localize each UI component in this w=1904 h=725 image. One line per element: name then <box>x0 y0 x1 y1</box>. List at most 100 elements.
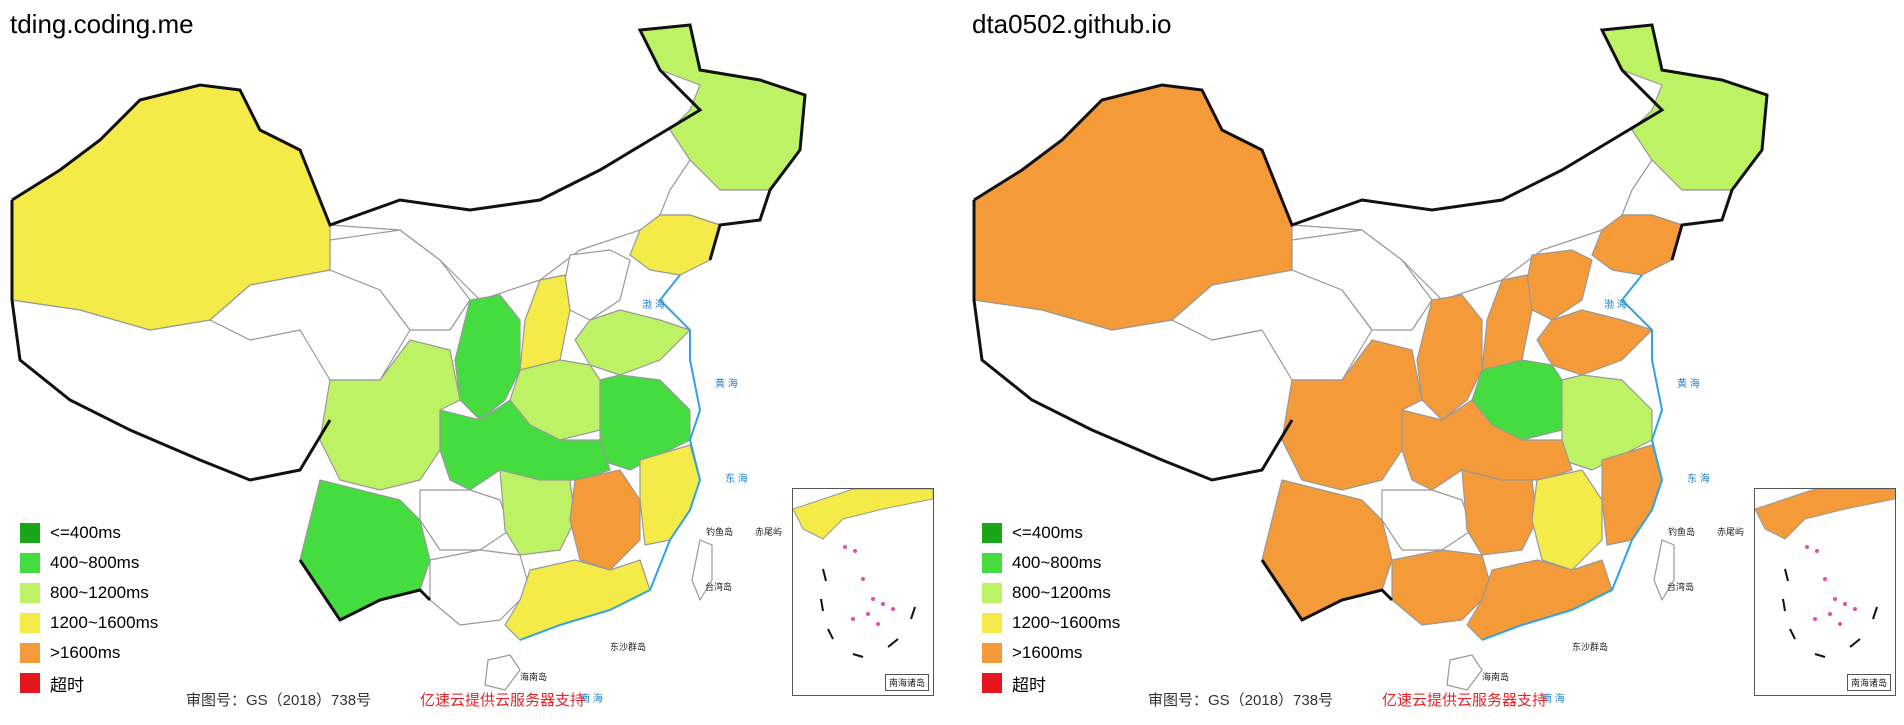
inset-map <box>1754 488 1896 658</box>
legend-item: >1600ms <box>982 638 1120 668</box>
legend-item: 超时 <box>982 668 1120 698</box>
sponsor-link[interactable]: 亿速云提供云服务器支持 <box>420 692 586 709</box>
sea-label-donghai: 东 海 <box>1687 474 1710 485</box>
island-label-diaoyu: 钓鱼岛 <box>1668 527 1696 537</box>
sea-label-bohai: 渤 海 <box>1604 300 1627 311</box>
legend-label: 超时 <box>50 675 84 695</box>
region-hunan <box>1461 469 1538 556</box>
region-shaanxi <box>1416 294 1483 421</box>
legend: <=400ms 400~800ms 800~1200ms 1200~1600ms… <box>20 518 158 698</box>
legend: <=400ms 400~800ms 800~1200ms 1200~1600ms… <box>982 518 1120 698</box>
island-label-chiwei: 赤尾屿 <box>1717 527 1745 537</box>
region-zhejiang-fujian <box>1601 444 1663 546</box>
panel-left: tding.coding.me 渤 海 黄 海 东 海 南 海 台湾岛 海南岛 … <box>0 0 950 725</box>
region-hainan <box>1446 654 1483 691</box>
legend-label: >1600ms <box>50 643 121 662</box>
legend-swatch <box>982 523 1002 543</box>
region-zhejiang-fujian <box>639 444 701 546</box>
panel-title: dta0502.github.io <box>972 9 1172 39</box>
legend-swatch <box>982 673 1002 693</box>
legend-item: >1600ms <box>20 638 158 668</box>
island-label-diaoyu: 钓鱼岛 <box>706 527 734 537</box>
legend-item: <=400ms <box>982 518 1120 548</box>
region-hunan <box>499 469 576 556</box>
sea-label-bohai: 渤 海 <box>642 300 665 311</box>
inset-mainland <box>1754 488 1896 540</box>
south-china-sea-inset: 南海诸岛 <box>792 488 934 696</box>
sea-label-huanghai: 黄 海 <box>1677 379 1700 390</box>
legend-item: 超时 <box>20 668 158 698</box>
legend-label: <=400ms <box>1012 523 1083 542</box>
legend-swatch <box>20 523 40 543</box>
region-jiangxi <box>569 469 641 571</box>
inset-islands <box>1805 545 1857 626</box>
coastline <box>1481 274 1664 641</box>
nine-dash-line <box>1782 568 1878 658</box>
panel-right: dta0502.github.io 渤 海 黄 海 东 海 南 海 台湾岛 海南… <box>962 0 1904 725</box>
legend-label: >1600ms <box>1012 643 1083 662</box>
region-taiwan <box>1653 539 1675 601</box>
legend-item: 800~1200ms <box>20 578 158 608</box>
coastline <box>519 274 702 641</box>
region-guizhou <box>1381 489 1473 551</box>
region-guangxi <box>429 549 531 626</box>
sea-label-nanhai: 南 海 <box>580 694 603 705</box>
island-label-hainan: 海南岛 <box>1482 672 1510 682</box>
legend-swatch <box>982 613 1002 633</box>
legend-label: 1200~1600ms <box>1012 613 1121 632</box>
south-china-sea-inset: 南海诸岛 <box>1754 488 1896 696</box>
sea-label-nanhai: 南 海 <box>1542 694 1565 705</box>
legend-swatch <box>982 583 1002 603</box>
island-label-chiwei: 赤尾屿 <box>755 527 783 537</box>
national-border <box>10 23 807 622</box>
national-border <box>972 23 1769 622</box>
legend-item: 400~800ms <box>20 548 158 578</box>
region-yunnan <box>299 479 431 621</box>
island-label-taiwan: 台湾岛 <box>1667 582 1695 592</box>
china-map-left <box>10 23 807 691</box>
region-jiangxi <box>1531 469 1603 571</box>
sea-label-donghai: 东 海 <box>725 474 748 485</box>
legend-item: 800~1200ms <box>982 578 1120 608</box>
inset-label: 南海诸岛 <box>884 674 929 691</box>
legend-swatch <box>982 553 1002 573</box>
legend-swatch <box>982 643 1002 663</box>
inset-map <box>792 488 934 658</box>
inset-mainland <box>792 488 934 540</box>
legend-swatch <box>20 583 40 603</box>
approval-number: 审图号：GS（2018）738号 <box>186 692 372 709</box>
region-guangxi <box>1391 549 1493 626</box>
region-sichuan <box>1281 339 1423 491</box>
legend-swatch <box>20 673 40 693</box>
island-label-dongsha: 东沙群岛 <box>610 642 647 652</box>
island-label-dongsha: 东沙群岛 <box>1572 642 1609 652</box>
region-shandong <box>1536 309 1653 376</box>
legend-item: 400~800ms <box>982 548 1120 578</box>
legend-item: <=400ms <box>20 518 158 548</box>
legend-item: 1200~1600ms <box>982 608 1120 638</box>
region-taiwan <box>691 539 713 601</box>
island-label-taiwan: 台湾岛 <box>705 582 733 592</box>
legend-label: <=400ms <box>50 523 121 542</box>
legend-item: 1200~1600ms <box>20 608 158 638</box>
legend-label: 800~1200ms <box>1012 583 1111 602</box>
region-shaanxi <box>454 294 521 421</box>
region-shandong <box>574 309 691 376</box>
legend-swatch <box>20 643 40 663</box>
nine-dash-line <box>820 568 916 658</box>
legend-swatch <box>20 553 40 573</box>
region-sichuan <box>319 339 461 491</box>
sea-label-huanghai: 黄 海 <box>715 379 738 390</box>
legend-label: 400~800ms <box>1012 553 1102 572</box>
approval-number: 审图号：GS（2018）738号 <box>1148 692 1334 709</box>
legend-swatch <box>20 613 40 633</box>
legend-label: 800~1200ms <box>50 583 149 602</box>
island-label-hainan: 海南岛 <box>520 672 548 682</box>
china-map-right <box>972 23 1769 691</box>
legend-label: 1200~1600ms <box>50 613 159 632</box>
inset-label: 南海诸岛 <box>1846 674 1891 691</box>
sponsor-link[interactable]: 亿速云提供云服务器支持 <box>1382 692 1548 709</box>
legend-label: 400~800ms <box>50 553 140 572</box>
region-guizhou <box>419 489 511 551</box>
